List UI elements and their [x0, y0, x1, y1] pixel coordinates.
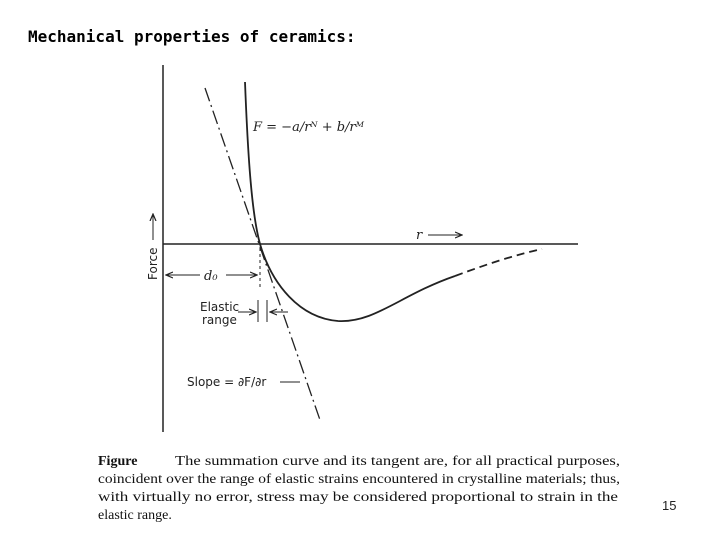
force-curve	[244, 81, 456, 322]
caption-lead: Figure	[98, 454, 137, 469]
d0-label: d₀	[204, 269, 218, 284]
caption-line: coincident over the range of elastic str…	[98, 472, 620, 487]
slide-title: Mechanical properties of ceramics:	[28, 27, 356, 46]
caption-line: elastic range.	[98, 508, 172, 523]
formula: F = −a/rᴺ + b/rᴹ	[252, 120, 365, 135]
caption-line: The summation curve and its tangent are,…	[175, 454, 620, 469]
force-label: Force	[146, 248, 160, 280]
caption-line: with virtually no error, stress may be c…	[98, 490, 618, 505]
elastic-label: range	[202, 313, 237, 327]
force-curve-extension	[454, 248, 543, 277]
elastic-label: Elastic	[200, 300, 239, 314]
page-number: 15	[662, 498, 676, 513]
r-label: r	[416, 228, 423, 243]
slope-label: Slope = ∂F/∂r	[187, 375, 266, 389]
